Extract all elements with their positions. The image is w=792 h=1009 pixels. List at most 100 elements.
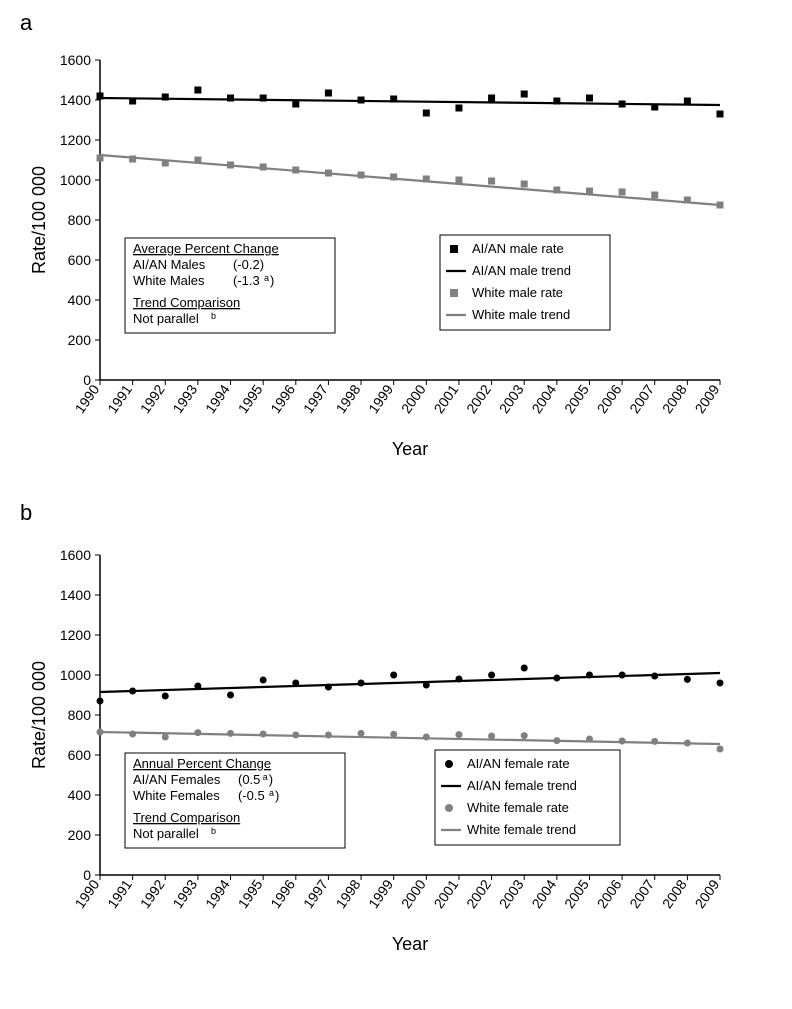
y-tick-label: 1200 (60, 132, 91, 148)
legend-label: White male trend (472, 307, 570, 322)
x-tick-label: 1998 (333, 876, 364, 911)
info-text: b (211, 826, 216, 836)
legend-label: AI/AN male rate (472, 241, 564, 256)
info-text: a (263, 772, 268, 782)
y-tick-label: 1200 (60, 627, 91, 643)
x-tick-label: 2001 (430, 381, 461, 416)
x-tick-label: 2005 (561, 876, 592, 911)
x-tick-label: 1999 (365, 381, 396, 416)
x-tick-label: 1994 (202, 876, 233, 911)
info-text: b (211, 311, 216, 321)
x-tick-label: 2007 (626, 381, 657, 416)
x-tick-label: 2006 (594, 876, 625, 911)
x-tick-label: 1996 (267, 381, 298, 416)
x-tick-label: 1991 (104, 381, 135, 416)
x-tick-label: 1990 (71, 876, 102, 911)
info-text: a (264, 273, 269, 283)
x-tick-label: 2001 (430, 876, 461, 911)
y-tick-label: 1600 (60, 52, 91, 68)
y-tick-label: 200 (68, 827, 92, 843)
y-axis-label: Rate/100 000 (30, 661, 49, 769)
y-tick-label: 1400 (60, 587, 91, 603)
x-tick-label: 1994 (202, 381, 233, 416)
x-axis-label: Year (392, 934, 428, 954)
y-tick-label: 800 (68, 707, 92, 723)
info-text: Trend Comparison (133, 810, 240, 825)
x-tick-label: 2004 (528, 381, 559, 416)
y-axis-label: Rate/100 000 (30, 166, 49, 274)
info-text: AI/AN Males (133, 257, 206, 272)
x-tick-label: 1992 (137, 876, 168, 911)
panel-label-a: a (20, 10, 32, 36)
chart-b: 0200400600800100012001400160019901991199… (30, 545, 770, 985)
series-white_female_rate (97, 729, 724, 753)
x-tick-label: 1993 (169, 381, 200, 416)
y-tick-label: 400 (68, 787, 92, 803)
x-tick-label: 2006 (594, 381, 625, 416)
x-tick-label: 2004 (528, 876, 559, 911)
info-text: Not parallel (133, 826, 199, 841)
series-aian_male_trend (100, 98, 720, 105)
series-aian_female_rate (97, 665, 724, 705)
info-text: (-1.3 (233, 273, 260, 288)
legend-label: White female trend (467, 822, 576, 837)
x-tick-label: 1998 (333, 381, 364, 416)
x-tick-label: 1997 (300, 876, 331, 911)
info-text: ) (275, 788, 279, 803)
info-text: Average Percent Change (133, 241, 279, 256)
x-tick-label: 1995 (235, 876, 266, 911)
info-text: White Females (133, 788, 220, 803)
info-text: (-0.2) (233, 257, 264, 272)
info-text: (-0.5 (238, 788, 265, 803)
info-text: a (269, 788, 274, 798)
series-white_female_trend (100, 732, 720, 744)
x-tick-label: 2003 (496, 876, 527, 911)
legend-label: White male rate (472, 285, 563, 300)
y-tick-label: 400 (68, 292, 92, 308)
x-tick-label: 1996 (267, 876, 298, 911)
y-tick-label: 200 (68, 332, 92, 348)
x-tick-label: 2009 (691, 381, 722, 416)
x-tick-label: 1997 (300, 381, 331, 416)
y-tick-label: 1400 (60, 92, 91, 108)
info-text: Annual Percent Change (133, 756, 271, 771)
x-tick-label: 1991 (104, 876, 135, 911)
y-tick-label: 600 (68, 252, 92, 268)
x-axis-label: Year (392, 439, 428, 459)
x-tick-label: 2007 (626, 876, 657, 911)
y-tick-label: 600 (68, 747, 92, 763)
x-tick-label: 1992 (137, 381, 168, 416)
legend-label: White female rate (467, 800, 569, 815)
x-tick-label: 1999 (365, 876, 396, 911)
panel-label-b: b (20, 500, 32, 526)
x-tick-label: 2002 (463, 381, 494, 416)
info-text: (0.5 (238, 772, 260, 787)
y-tick-label: 800 (68, 212, 92, 228)
x-tick-label: 2003 (496, 381, 527, 416)
y-tick-label: 1000 (60, 172, 91, 188)
series-aian_female_trend (100, 673, 720, 692)
chart-a: 0200400600800100012001400160019901991199… (30, 50, 770, 490)
info-text: Not parallel (133, 311, 199, 326)
x-tick-label: 2000 (398, 876, 429, 911)
x-tick-label: 2000 (398, 381, 429, 416)
x-tick-label: 2008 (659, 381, 690, 416)
y-tick-label: 1000 (60, 667, 91, 683)
y-tick-label: 1600 (60, 547, 91, 563)
info-text: White Males (133, 273, 205, 288)
info-text: Trend Comparison (133, 295, 240, 310)
x-tick-label: 1990 (71, 381, 102, 416)
info-text: AI/AN Females (133, 772, 221, 787)
x-tick-label: 2005 (561, 381, 592, 416)
legend-label: AI/AN male trend (472, 263, 571, 278)
legend-label: AI/AN female rate (467, 756, 570, 771)
x-tick-label: 2008 (659, 876, 690, 911)
info-text: ) (269, 772, 273, 787)
legend-label: AI/AN female trend (467, 778, 577, 793)
x-tick-label: 2002 (463, 876, 494, 911)
x-tick-label: 2009 (691, 876, 722, 911)
x-tick-label: 1993 (169, 876, 200, 911)
info-text: ) (270, 273, 274, 288)
x-tick-label: 1995 (235, 381, 266, 416)
series-white_male_trend (100, 155, 720, 205)
